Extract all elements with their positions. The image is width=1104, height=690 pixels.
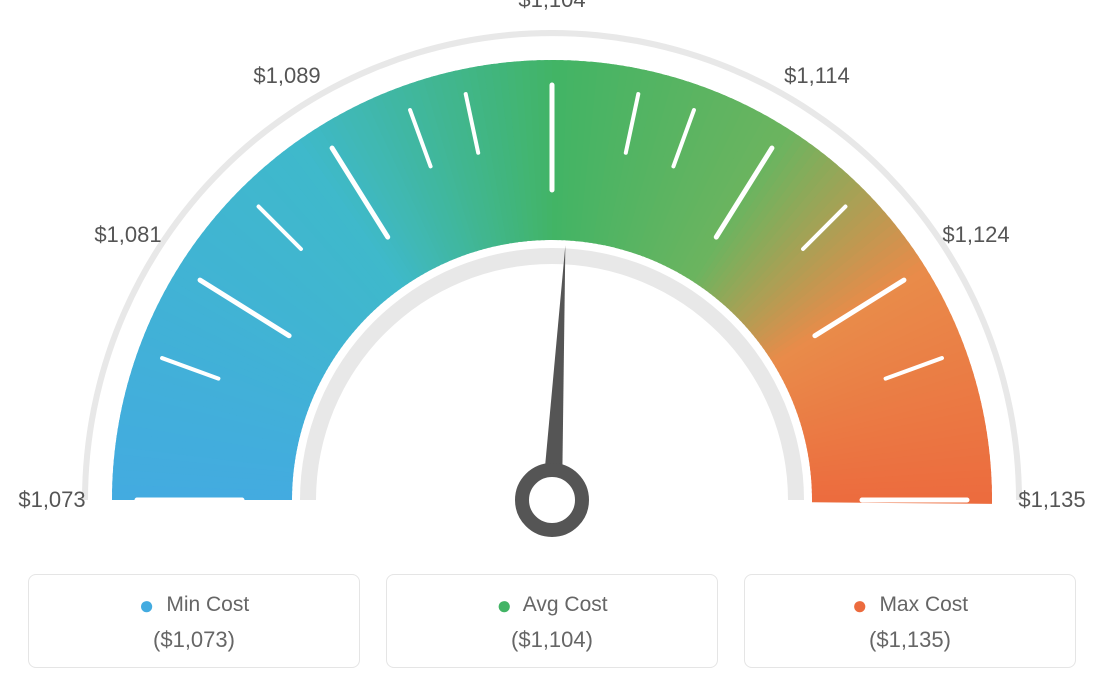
gauge-chart-container: $1,073 $1,081 $1,089 $1,104 $1,114 $1,124 $1,1… bbox=[0, 0, 1104, 690]
gauge: $1,073 $1,081 $1,089 $1,104 $1,114 $1,124 $1,1… bbox=[0, 0, 1104, 560]
dot-icon: ● bbox=[852, 590, 868, 620]
avg-cost-title: ● Avg Cost bbox=[397, 593, 707, 617]
max-cost-value: ($1,135) bbox=[755, 627, 1065, 653]
gauge-svg bbox=[0, 0, 1104, 560]
dot-icon: ● bbox=[139, 590, 155, 620]
min-cost-title: ● Min Cost bbox=[39, 593, 349, 617]
max-cost-card: ● Max Cost ($1,135) bbox=[744, 574, 1076, 668]
gauge-tick-label: $1,104 bbox=[518, 0, 585, 13]
gauge-tick-label: $1,081 bbox=[94, 222, 161, 248]
max-cost-label: Max Cost bbox=[879, 593, 968, 616]
avg-cost-value: ($1,104) bbox=[397, 627, 707, 653]
gauge-tick-label: $1,124 bbox=[942, 222, 1009, 248]
min-cost-label: Min Cost bbox=[166, 593, 249, 616]
avg-cost-label: Avg Cost bbox=[523, 593, 608, 616]
summary-cards: ● Min Cost ($1,073) ● Avg Cost ($1,104) … bbox=[0, 574, 1104, 668]
avg-cost-card: ● Avg Cost ($1,104) bbox=[386, 574, 718, 668]
gauge-tick-label: $1,135 bbox=[1018, 487, 1085, 513]
max-cost-title: ● Max Cost bbox=[755, 593, 1065, 617]
gauge-tick-label: $1,089 bbox=[253, 63, 320, 89]
gauge-tick-label: $1,073 bbox=[18, 487, 85, 513]
min-cost-card: ● Min Cost ($1,073) bbox=[28, 574, 360, 668]
min-cost-value: ($1,073) bbox=[39, 627, 349, 653]
dot-icon: ● bbox=[496, 590, 512, 620]
gauge-tick-label: $1,114 bbox=[784, 63, 850, 89]
